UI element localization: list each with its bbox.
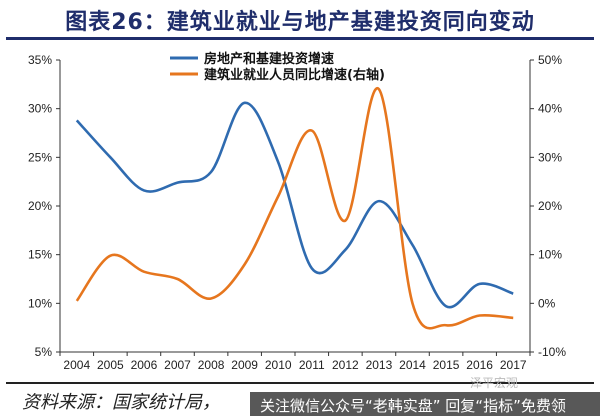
y-left-tick-label: 25% [28,150,52,164]
watermark-text: 关注微信公众号“老韩实盘” 回复“指标”免费领 [260,397,566,415]
x-tick-label: 2008 [198,358,225,372]
watermark-logo: 泽平宏观 [470,376,519,390]
legend-label-2: 建筑业就业人员同比增速(右轴) [204,67,385,83]
x-tick-label: 2006 [131,358,158,372]
y-right-tick-label: 20% [538,199,562,213]
legend-label-1: 房地产和基建投资增速 [204,51,334,67]
x-tick-label: 2017 [500,358,527,372]
y-left-tick-label: 35% [28,53,52,67]
y-left-tick-label: 10% [28,296,52,310]
title-divider [6,37,594,40]
source-note: 资料来源：国家统计局， [22,392,220,413]
x-tick-label: 2007 [164,358,191,372]
y-left-tick-label: 15% [28,248,52,262]
y-right-tick-label: -10% [538,345,566,359]
y-right-tick-label: 0% [538,296,556,310]
footer-divider [6,382,594,384]
series-line-2 [75,87,514,330]
x-tick-label: 2014 [399,358,426,372]
x-tick-label: 2013 [366,358,393,372]
y-left-tick-label: 5% [35,345,53,359]
y-right-tick-label: 40% [538,102,562,116]
x-tick-label: 2016 [466,358,493,372]
y-left-tick-label: 20% [28,199,52,213]
x-tick-label: 2015 [433,358,460,372]
watermark-banner [250,392,600,416]
x-tick-label: 2005 [97,358,124,372]
x-tick-label: 2009 [231,358,258,372]
title-bar: 图表26：建筑业就业与地产基建投资同向变动 [0,0,600,42]
y-right-tick-label: 30% [538,150,562,164]
x-tick-label: 2010 [265,358,292,372]
x-tick-label: 2012 [332,358,359,372]
y-left-tick-label: 30% [28,102,52,116]
series-line-1 [75,101,514,309]
x-tick-label: 2004 [63,358,90,372]
chart-title: 图表26：建筑业就业与地产基建投资同向变动 [65,10,535,35]
y-right-tick-label: 10% [538,248,562,262]
y-right-tick-label: 50% [538,53,562,67]
x-tick-label: 2011 [299,358,325,372]
